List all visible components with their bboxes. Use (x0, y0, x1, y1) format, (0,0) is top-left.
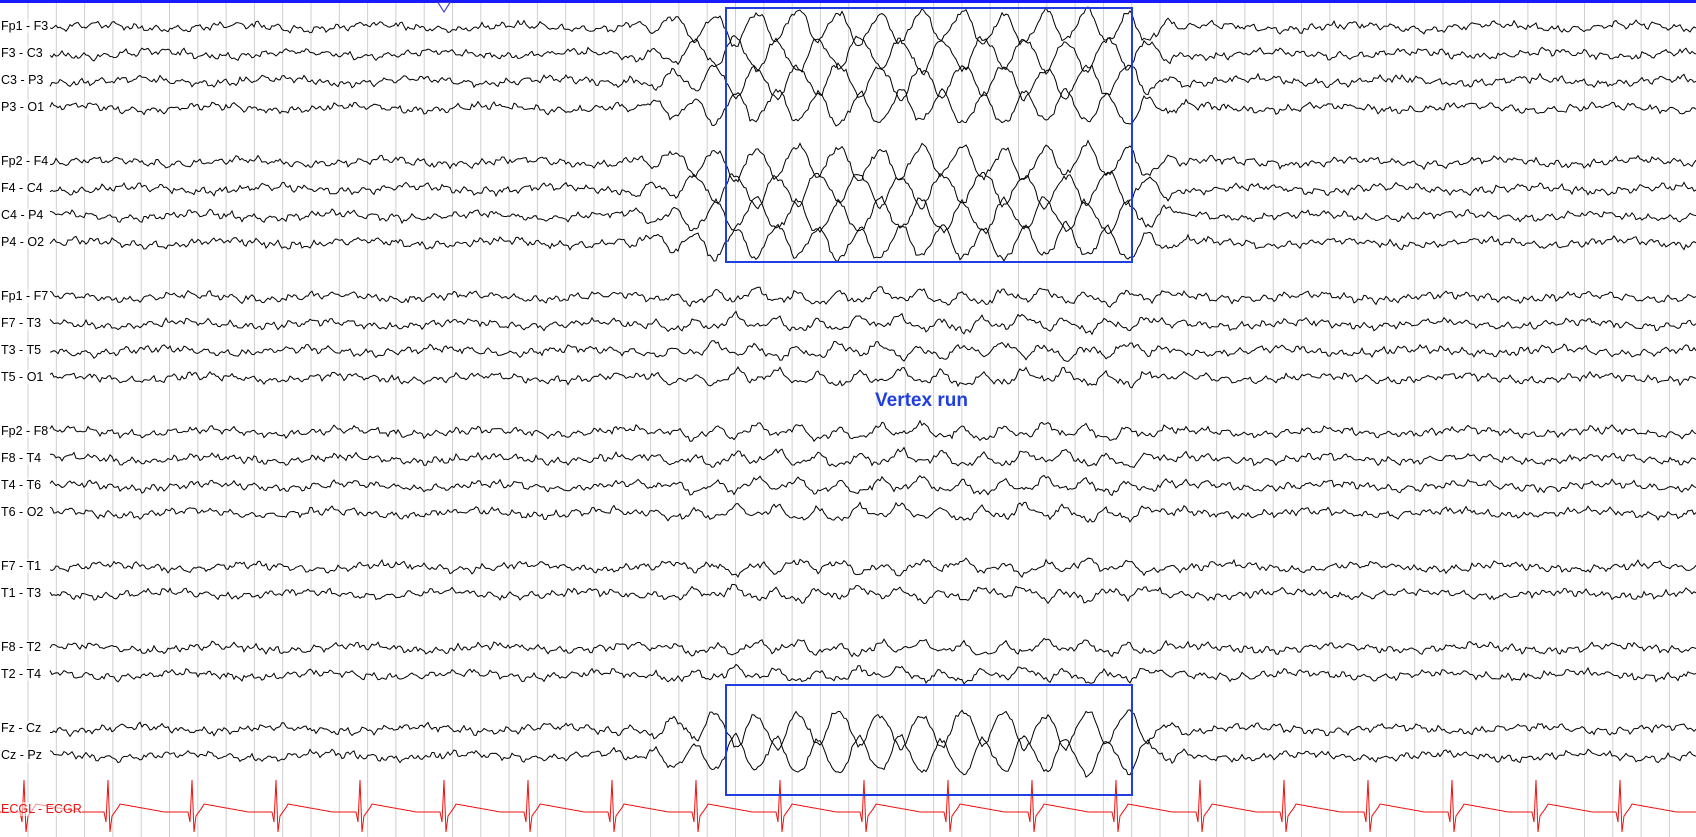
channel-label-t3-t5[interactable]: T3 - T5 (1, 343, 42, 357)
channel-label-t4-t6[interactable]: T4 - T6 (1, 478, 42, 492)
channel-label-c4-p4[interactable]: C4 - P4 (1, 208, 44, 222)
channel-label-t5-o1[interactable]: T5 - O1 (1, 370, 44, 384)
channel-label-f8-t4[interactable]: F8 - T4 (1, 451, 42, 465)
vertex-run-annotation: Vertex run (875, 390, 968, 411)
eeg-trace (50, 709, 1696, 752)
eeg-trace (49, 340, 1696, 363)
eeg-trace (49, 419, 1696, 442)
channel-label-f7-t1[interactable]: F7 - T1 (1, 559, 42, 573)
channel-label-cz-pz[interactable]: Cz - Pz (1, 748, 42, 762)
channel-label-t2-t4[interactable]: T2 - T4 (1, 667, 42, 681)
eeg-trace (49, 732, 1696, 778)
channel-label-f7-t3[interactable]: F7 - T3 (1, 316, 42, 330)
eeg-trace (49, 663, 1696, 685)
timeline-bar[interactable] (0, 0, 1696, 3)
ecg-trace (0, 779, 1696, 833)
channel-label-t6-o2[interactable]: T6 - O2 (1, 505, 44, 519)
channel-label-t1-t3[interactable]: T1 - T3 (1, 586, 42, 600)
eeg-trace (49, 220, 1696, 262)
eeg-trace (49, 195, 1696, 235)
channel-label-ecgl-ecgr[interactable]: ECGL - ECGR (1, 802, 82, 816)
eeg-trace (49, 286, 1696, 308)
eeg-trace (49, 35, 1696, 76)
eeg-trace (49, 583, 1696, 605)
eeg-trace (49, 170, 1696, 210)
vertex-run-selection-box-upper[interactable] (725, 7, 1133, 263)
eeg-trace (49, 88, 1696, 127)
eeg-trace (49, 139, 1696, 183)
eeg-trace (49, 6, 1696, 47)
channel-label-fp1-f7[interactable]: Fp1 - F7 (1, 289, 49, 303)
eeg-trace (49, 637, 1696, 658)
channel-label-f8-t2[interactable]: F8 - T2 (1, 640, 42, 654)
eeg-trace (49, 557, 1696, 579)
channel-label-c3-p3[interactable]: C3 - P3 (1, 73, 44, 87)
channel-label-f3-c3[interactable]: F3 - C3 (1, 46, 43, 60)
eeg-trace (49, 366, 1696, 389)
eeg-trace (49, 446, 1696, 468)
vertex-run-selection-box-lower[interactable] (725, 684, 1133, 796)
triangle-down-icon[interactable] (437, 2, 451, 13)
channel-label-fp2-f4[interactable]: Fp2 - F4 (1, 154, 49, 168)
eeg-trace (49, 62, 1696, 102)
channel-label-p3-o1[interactable]: P3 - O1 (1, 100, 45, 114)
eeg-trace (49, 474, 1696, 497)
channel-label-fz-cz[interactable]: Fz - Cz (1, 721, 42, 735)
channel-label-fp2-f8[interactable]: Fp2 - F8 (1, 424, 49, 438)
eeg-trace (49, 310, 1696, 336)
eeg-trace (49, 501, 1696, 523)
channel-label-fp1-f3[interactable]: Fp1 - F3 (1, 19, 49, 33)
channel-label-f4-c4[interactable]: F4 - C4 (1, 181, 43, 195)
channel-label-p4-o2[interactable]: P4 - O2 (1, 235, 45, 249)
